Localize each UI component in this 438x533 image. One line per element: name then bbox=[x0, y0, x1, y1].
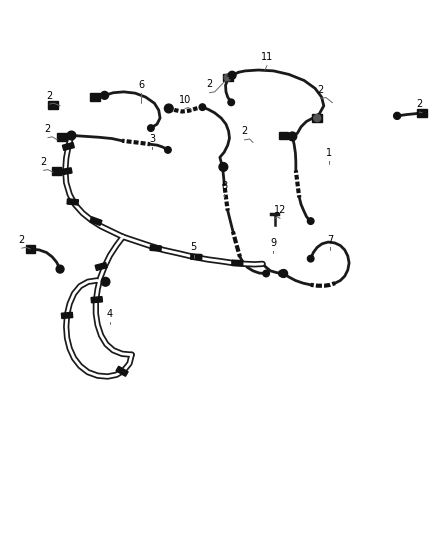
Circle shape bbox=[280, 270, 288, 277]
Text: 2: 2 bbox=[18, 235, 25, 245]
Bar bbox=[232, 260, 243, 266]
Circle shape bbox=[165, 147, 171, 153]
Circle shape bbox=[394, 112, 401, 119]
Text: 2: 2 bbox=[46, 91, 53, 101]
Text: 6: 6 bbox=[138, 80, 145, 90]
Circle shape bbox=[199, 104, 206, 110]
Text: 2: 2 bbox=[40, 157, 46, 167]
Bar bbox=[48, 101, 58, 109]
Text: 2: 2 bbox=[417, 99, 423, 109]
Text: 8: 8 bbox=[221, 181, 227, 191]
Circle shape bbox=[307, 218, 314, 224]
Bar bbox=[91, 296, 102, 303]
Text: 2: 2 bbox=[45, 124, 51, 134]
Circle shape bbox=[224, 74, 231, 81]
Text: 5: 5 bbox=[191, 242, 197, 252]
Text: 12: 12 bbox=[274, 205, 286, 215]
Bar bbox=[223, 74, 233, 82]
Text: 2: 2 bbox=[317, 85, 323, 95]
Circle shape bbox=[263, 270, 269, 277]
Bar bbox=[279, 132, 288, 140]
Circle shape bbox=[164, 104, 173, 113]
Text: 9: 9 bbox=[270, 238, 276, 248]
Text: 10: 10 bbox=[179, 95, 191, 105]
Bar bbox=[90, 217, 102, 225]
Circle shape bbox=[307, 255, 314, 262]
Bar bbox=[60, 168, 72, 175]
Text: 2: 2 bbox=[206, 79, 212, 89]
Text: 7: 7 bbox=[327, 235, 333, 245]
Text: 3: 3 bbox=[149, 134, 155, 144]
Bar bbox=[191, 254, 202, 260]
Bar bbox=[67, 199, 78, 205]
Bar bbox=[95, 263, 107, 270]
Text: 1: 1 bbox=[326, 148, 332, 158]
Bar bbox=[116, 366, 128, 376]
Circle shape bbox=[219, 163, 228, 171]
Bar bbox=[90, 93, 100, 101]
Text: 2: 2 bbox=[241, 126, 247, 136]
Bar bbox=[63, 142, 74, 150]
Bar bbox=[25, 245, 35, 253]
Bar bbox=[52, 167, 61, 175]
Bar bbox=[417, 109, 427, 117]
Circle shape bbox=[56, 265, 64, 273]
Bar bbox=[312, 114, 322, 122]
Bar bbox=[61, 312, 73, 319]
Circle shape bbox=[148, 125, 154, 131]
Circle shape bbox=[314, 115, 321, 122]
Circle shape bbox=[67, 131, 76, 140]
Circle shape bbox=[279, 270, 285, 277]
Text: 11: 11 bbox=[261, 52, 273, 62]
Bar bbox=[150, 245, 161, 251]
Circle shape bbox=[101, 92, 109, 99]
Circle shape bbox=[228, 71, 236, 79]
Circle shape bbox=[101, 277, 110, 286]
Bar bbox=[57, 133, 67, 141]
Circle shape bbox=[288, 132, 297, 141]
Circle shape bbox=[228, 99, 234, 106]
Text: 4: 4 bbox=[107, 309, 113, 319]
